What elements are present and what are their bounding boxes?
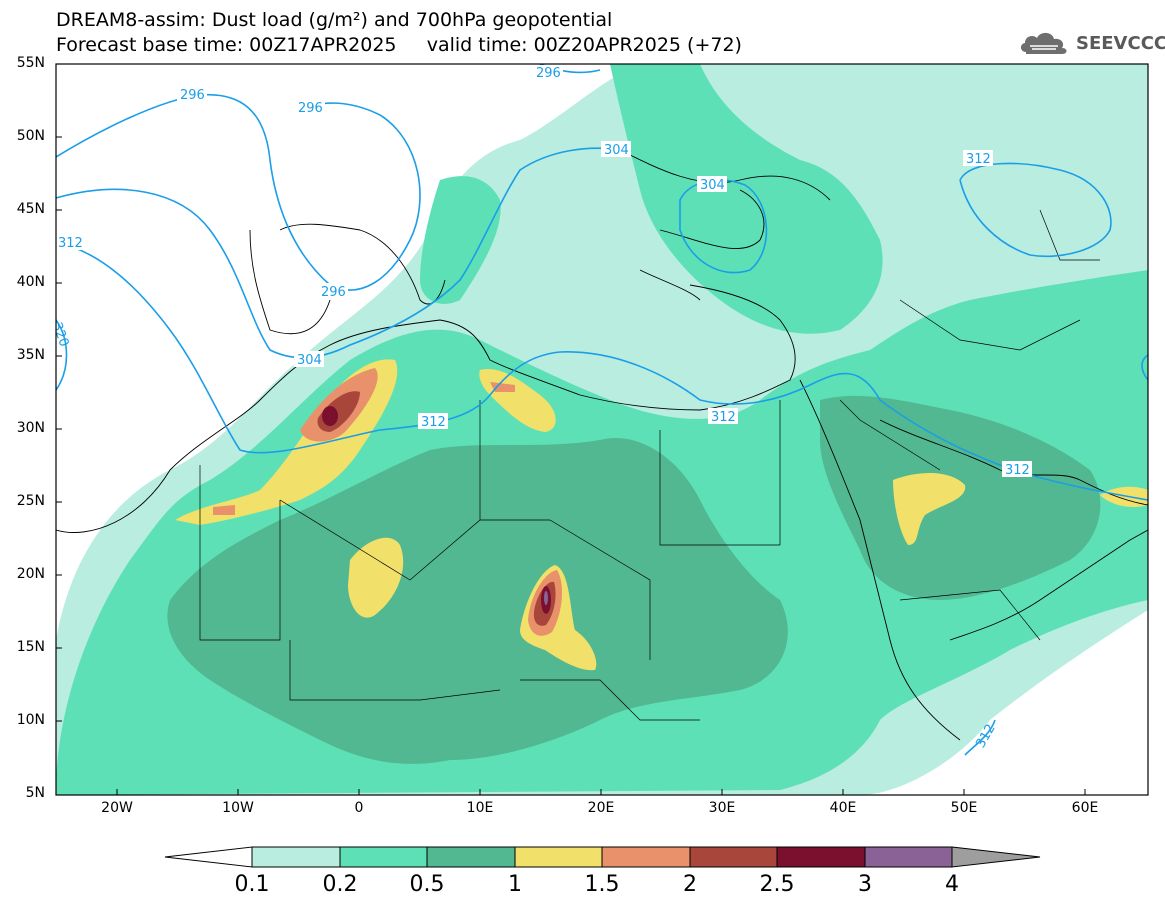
cloud-logo-icon — [1020, 32, 1067, 54]
colorbar-label: 2 — [683, 872, 697, 897]
lon-label: 50E — [950, 800, 978, 816]
lat-label: 25N — [16, 493, 45, 509]
colorbar-bin-3 — [864, 846, 953, 868]
contour-label-304: 304 — [604, 143, 629, 158]
lon-label: 20W — [101, 800, 133, 816]
lat-label: 5N — [25, 785, 45, 801]
colorbar-bin-1 — [514, 846, 603, 868]
dust-area-2.5 — [322, 406, 338, 426]
colorbar-label: 0.1 — [234, 872, 270, 897]
lat-label: 10N — [16, 712, 45, 728]
dust-area-1.5-tunisia — [490, 382, 515, 392]
contour-labels: 296 296 296 296 304 304 304 312 312 312 … — [56, 65, 1032, 751]
dust-area-0.5 — [167, 438, 788, 764]
contour-label-312: 312 — [1005, 463, 1030, 478]
logo-text: SEEVCCC — [1076, 33, 1165, 54]
contour-label-296: 296 — [321, 285, 346, 300]
dust-area-1.5-west — [213, 505, 235, 515]
colorbar-label: 4 — [945, 872, 959, 897]
colorbar-bin-1.5 — [601, 846, 691, 868]
contour-label-312: 312 — [421, 415, 446, 430]
lon-label: 30E — [708, 800, 736, 816]
contour-label-296: 296 — [180, 88, 205, 103]
colorbar — [164, 846, 1041, 868]
lon-label: 20E — [587, 800, 615, 816]
forecast-times: Forecast base time: 00Z17APR2025 valid t… — [56, 34, 742, 56]
country-borders — [199, 209, 1100, 721]
colorbar-label: 1 — [508, 872, 522, 897]
dust-area-3-chad — [544, 591, 548, 605]
dust-area-0.2-east — [610, 64, 883, 334]
colorbar-label: 0.5 — [409, 872, 445, 897]
contour-label-304: 304 — [297, 353, 322, 368]
contour-label-296: 296 — [298, 101, 323, 116]
dust-area-1-arabia — [893, 473, 966, 545]
lon-label: 60E — [1071, 800, 1099, 816]
contour-label-296: 296 — [536, 66, 561, 81]
colorbar-label: 0.2 — [322, 872, 358, 897]
colorbar-bin-0.2 — [339, 846, 428, 868]
contour-label-312: 312 — [58, 236, 83, 251]
colorbar-bin-2.5 — [776, 846, 866, 868]
map-title: DREAM8-assim: Dust load (g/m²) and 700hP… — [56, 9, 613, 31]
colorbar-label: 1.5 — [584, 872, 620, 897]
colorbar-bin-0.1 — [251, 846, 341, 868]
colorbar-bin-0.5 — [426, 846, 516, 868]
lat-label: 40N — [16, 274, 45, 290]
lat-label: 55N — [16, 55, 45, 71]
lat-label: 30N — [16, 420, 45, 436]
lat-label: 35N — [16, 347, 45, 363]
dust-area-0.2-north — [420, 176, 501, 304]
axis-ticks — [56, 63, 1086, 795]
contour-label-312: 312 — [711, 410, 736, 425]
lat-label: 45N — [16, 201, 45, 217]
lon-label: 40E — [829, 800, 857, 816]
dust-area-1-algeria — [348, 537, 404, 618]
lon-label: 10W — [222, 800, 254, 816]
colorbar-bin-2 — [689, 846, 778, 868]
colorbar-min-arrow — [164, 846, 253, 868]
lat-label: 15N — [16, 639, 45, 655]
dust-area-1-oman — [1100, 486, 1148, 507]
colorbar-max-arrow — [951, 846, 1041, 868]
dust-area-0.5-arabia — [820, 395, 1101, 600]
lat-label: 50N — [16, 128, 45, 144]
lon-label: 10E — [466, 800, 494, 816]
contour-label-312: 312 — [966, 152, 991, 167]
dust-fields: 296 296 296 296 304 304 304 312 312 312 … — [56, 64, 1148, 795]
lat-label: 20N — [16, 566, 45, 582]
colorbar-label: 2.5 — [759, 872, 795, 897]
contour-label-304: 304 — [700, 178, 725, 193]
lon-label: 0 — [354, 800, 364, 816]
colorbar-label: 3 — [858, 872, 872, 897]
